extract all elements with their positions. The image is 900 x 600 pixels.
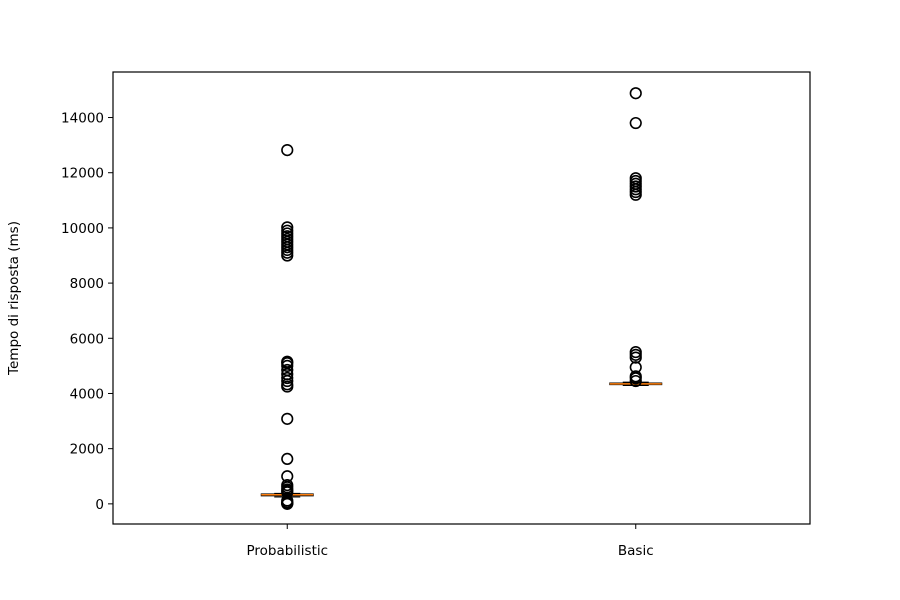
y-tick-label: 0 (95, 497, 104, 513)
y-axis-label: Tempo di risposta (ms) (6, 221, 22, 376)
outlier-point (281, 470, 294, 483)
outlier-point (281, 363, 294, 377)
outlier-point (629, 361, 642, 374)
outlier-point (281, 355, 294, 368)
x-tick-label: Basic (618, 543, 654, 559)
outlier-point (281, 143, 294, 157)
y-tick-label: 10000 (61, 221, 104, 237)
outlier-point (281, 371, 294, 385)
outlier-point (281, 412, 294, 425)
outlier-point (281, 452, 294, 465)
outlier-point (281, 224, 294, 237)
outlier-point (629, 87, 642, 100)
y-tick-label: 14000 (61, 111, 104, 127)
x-axis: Probabilistic Basic (246, 524, 654, 559)
box-group-basic (609, 87, 663, 388)
plot-marks (260, 87, 663, 510)
outlier-point (629, 370, 642, 383)
y-tick-label: 2000 (70, 442, 104, 458)
y-tick-label: 4000 (70, 386, 104, 402)
outlier-point (281, 221, 294, 234)
box-group-probabilistic (260, 143, 314, 510)
y-tick-label: 8000 (70, 276, 104, 292)
y-tick-label: 6000 (70, 331, 104, 347)
plot-area-frame (112, 71, 811, 525)
y-axis: 0 2000 4000 6000 8000 10000 12000 14000 (61, 111, 113, 513)
outlier-point (629, 116, 642, 130)
outlier-point (281, 478, 294, 492)
outlier-point (629, 345, 642, 359)
outlier-point (629, 172, 642, 185)
y-tick-label: 12000 (61, 166, 104, 182)
x-tick-label: Probabilistic (246, 543, 328, 559)
